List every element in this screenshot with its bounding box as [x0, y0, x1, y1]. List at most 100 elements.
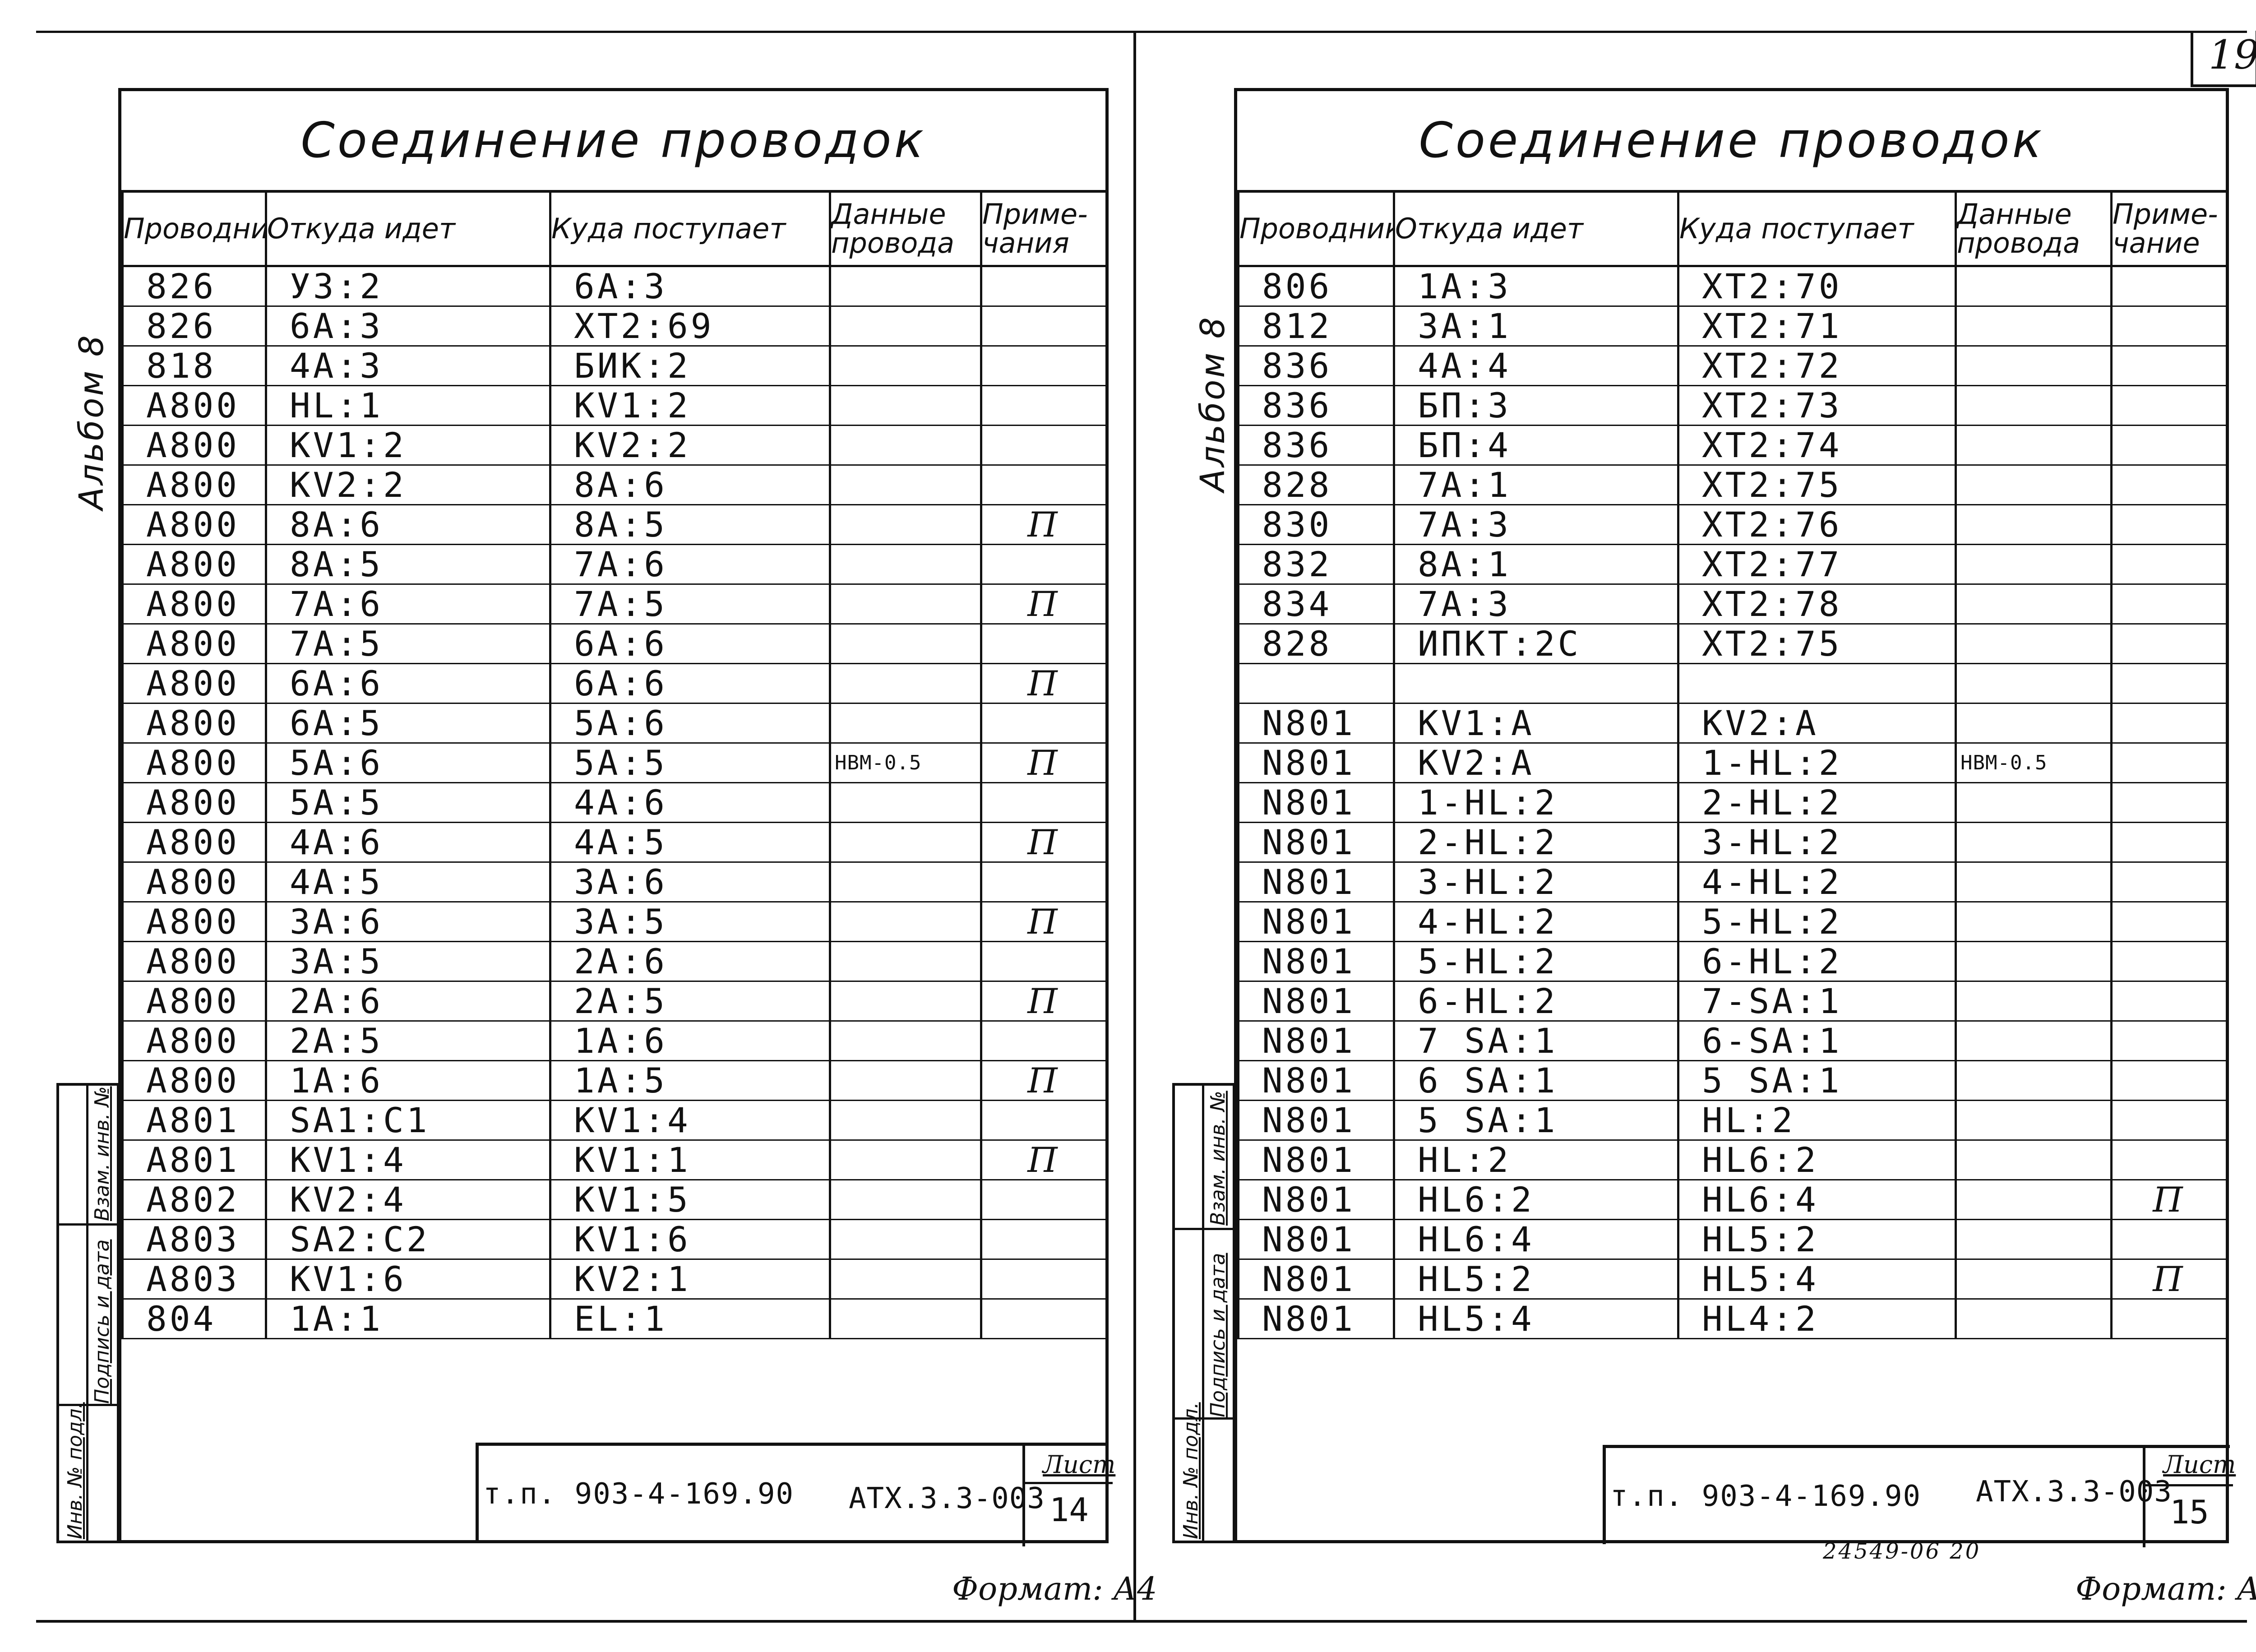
cell-conductor: N801 — [1237, 822, 1395, 863]
table-row: А800 6А:5 5А:6 — [121, 703, 1108, 744]
side-stamp-right: Инв. № подл. Подпись и дата Взам. инв. № — [1172, 1083, 1235, 1543]
cell-to: XT2:72 — [1677, 346, 1957, 386]
cell-wire-data — [829, 1180, 982, 1220]
cell-wire-data — [829, 266, 982, 307]
album-label-right: Альбом 8 — [1193, 315, 1232, 492]
cell-from: KV2:4 — [265, 1180, 551, 1220]
side-label-sign: Подпись и дата — [91, 1239, 114, 1404]
cell-wire-data — [1955, 266, 2113, 307]
cell-notes — [980, 941, 1108, 982]
cell-from: 3-HL:2 — [1393, 862, 1679, 902]
cell-notes — [2110, 346, 2228, 386]
page-number: 19 — [2209, 32, 2256, 78]
cell-notes — [2110, 544, 2228, 585]
title-block-right: т.п. 903-4-169.90 АТХ.3.3-003 Лист 15 — [1603, 1445, 2236, 1547]
cell-to: 7А:6 — [549, 544, 831, 585]
cell-conductor: 834 — [1237, 584, 1395, 625]
cell-wire-data — [1955, 822, 2113, 863]
cell-wire-data: НВМ-0.5 — [1955, 743, 2113, 783]
header-notes: Приме-чание — [2110, 193, 2228, 267]
cell-from: 2А:6 — [265, 981, 551, 1022]
stamp-sheet-number: 15 — [2170, 1493, 2209, 1531]
cell-to: KV1:1 — [549, 1140, 831, 1180]
cell-to: KV1:2 — [549, 385, 831, 426]
cell-from: 7А:3 — [1393, 584, 1679, 625]
table-row — [1237, 663, 2228, 704]
cell-conductor: А801 — [121, 1100, 267, 1141]
wire-table-right: Проводник Откуда идет Куда поступает Дан… — [1237, 193, 2228, 1339]
cell-from: HL6:2 — [1393, 1180, 1679, 1220]
cell-from: HL6:4 — [1393, 1219, 1679, 1260]
table-row: N801 HL6:2 HL6:4 П — [1237, 1180, 2228, 1220]
cell-from: 3А:1 — [1393, 306, 1679, 347]
cell-to: 2А:5 — [549, 981, 831, 1022]
cell-notes — [2110, 504, 2228, 545]
cell-from: 7А:5 — [265, 624, 551, 664]
cell-conductor: 836 — [1237, 385, 1395, 426]
center-fold-line — [1133, 31, 1136, 1623]
stamp-sheet-label: Лист — [2163, 1450, 2236, 1479]
cell-to: XT2:78 — [1677, 584, 1957, 625]
cell-from: У3:2 — [265, 266, 551, 307]
table-row: 834 7А:3 XT2:78 — [1237, 584, 2228, 625]
cell-conductor: N801 — [1237, 1299, 1395, 1339]
cell-conductor: N801 — [1237, 1021, 1395, 1061]
cell-wire-data — [829, 822, 982, 863]
cell-conductor: 818 — [121, 346, 267, 386]
cell-wire-data — [1955, 1060, 2113, 1101]
cell-notes: П — [980, 663, 1108, 704]
cell-wire-data — [829, 1219, 982, 1260]
stamp-code: АТХ.3.3-003 — [849, 1482, 1045, 1515]
cell-conductor: А800 — [121, 504, 267, 545]
cell-from: 5А:5 — [265, 782, 551, 823]
cell-wire-data — [829, 504, 982, 545]
bottom-trim-line — [36, 1620, 2247, 1623]
table-row: А800 3А:5 2А:6 — [121, 941, 1108, 982]
cell-notes — [980, 1180, 1108, 1220]
cell-from: 1А:6 — [265, 1060, 551, 1101]
cell-conductor: N801 — [1237, 782, 1395, 823]
cell-from: 3А:6 — [265, 902, 551, 942]
cell-to: KV2:1 — [549, 1259, 831, 1300]
table-row: А802 KV2:4 KV1:5 — [121, 1180, 1108, 1220]
stamp-doc-number: т.п. 903-4-169.90 — [1610, 1480, 1922, 1513]
cell-conductor: А800 — [121, 624, 267, 664]
cell-notes — [980, 1259, 1108, 1300]
cell-notes — [980, 1021, 1108, 1061]
cell-wire-data — [1955, 782, 2113, 823]
table-row: А800 8А:5 7А:6 — [121, 544, 1108, 585]
table-row: А800 4А:6 4А:5 П — [121, 822, 1108, 863]
stamp-sheet-label: Лист — [1043, 1450, 1116, 1479]
cell-conductor: N801 — [1237, 703, 1395, 744]
cell-notes — [980, 624, 1108, 664]
cell-wire-data — [829, 862, 982, 902]
cell-to: HL5:4 — [1677, 1259, 1957, 1300]
top-trim-line — [36, 31, 2247, 33]
cell-to: 5 SA:1 — [1677, 1060, 1957, 1101]
table-row: А800 6А:6 6А:6 П — [121, 663, 1108, 704]
cell-notes — [2110, 425, 2228, 466]
cell-conductor: N801 — [1237, 1180, 1395, 1220]
cell-conductor: N801 — [1237, 1259, 1395, 1300]
cell-from: 4А:3 — [265, 346, 551, 386]
cell-wire-data — [829, 624, 982, 664]
table-row: N801 HL:2 HL6:2 — [1237, 1140, 2228, 1180]
cell-conductor: N801 — [1237, 743, 1395, 783]
sheet-left: Соединение проводок Проводник Откуда иде… — [118, 88, 1115, 1546]
header-conductor: Проводник — [1237, 193, 1395, 267]
cell-from: HL5:2 — [1393, 1259, 1679, 1300]
cell-wire-data — [1955, 1100, 2113, 1141]
table-row: N801 HL5:2 HL5:4 П — [1237, 1259, 2228, 1300]
cell-wire-data — [829, 1060, 982, 1101]
cell-conductor: А800 — [121, 425, 267, 466]
cell-wire-data — [829, 544, 982, 585]
header-conductor: Проводник — [121, 193, 267, 267]
cell-from: HL:2 — [1393, 1140, 1679, 1180]
cell-to — [1677, 663, 1957, 704]
cell-to: XT2:70 — [1677, 266, 1957, 307]
cell-notes — [2110, 624, 2228, 664]
cell-notes — [2110, 902, 2228, 942]
cell-from: SA2:C2 — [265, 1219, 551, 1260]
cell-notes — [2110, 1219, 2228, 1260]
cell-wire-data — [829, 584, 982, 625]
